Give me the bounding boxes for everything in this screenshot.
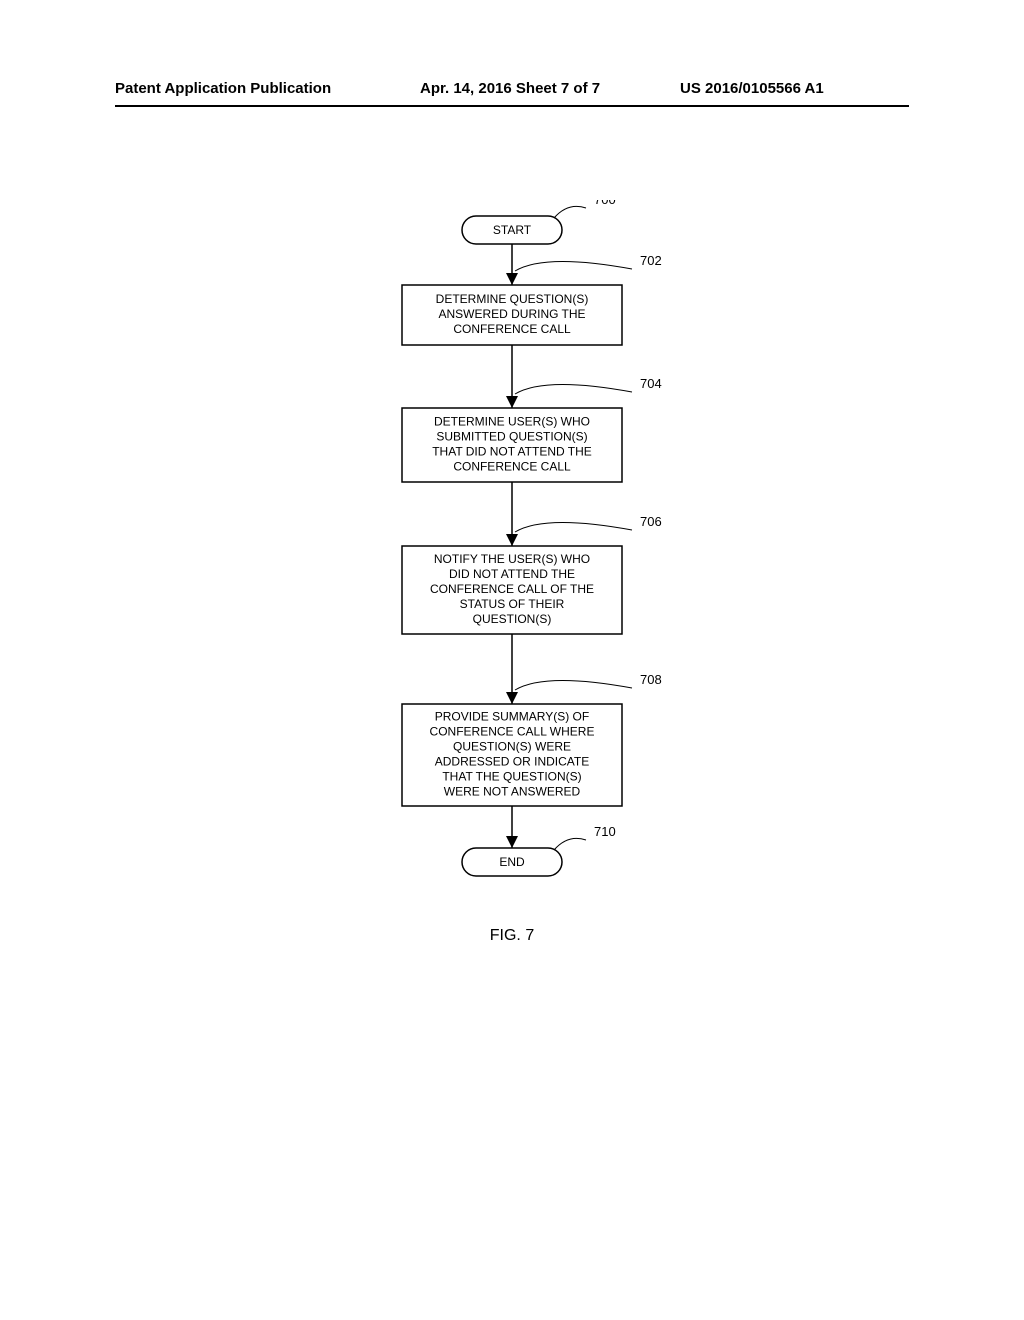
header-pub-number: US 2016/0105566 A1 <box>680 80 824 97</box>
ref-lead-line <box>515 384 632 394</box>
svg-text:ADDRESSED OR INDICATE: ADDRESSED OR INDICATE <box>435 755 589 769</box>
process-704: DETERMINE USER(S) WHOSUBMITTED QUESTION(… <box>402 408 622 482</box>
start-terminator: START <box>462 216 562 244</box>
svg-text:CONFERENCE CALL WHERE: CONFERENCE CALL WHERE <box>430 725 595 739</box>
process-708: PROVIDE SUMMARY(S) OFCONFERENCE CALL WHE… <box>402 704 622 806</box>
ref-lead-line <box>515 522 632 532</box>
ref-number-710: 710 <box>594 824 616 839</box>
svg-text:WERE NOT ANSWERED: WERE NOT ANSWERED <box>444 785 581 799</box>
flowchart-figure-7: START 700 DETERMINE QUESTION(S)ANSWERED DU… <box>0 200 1024 980</box>
end-terminator: END <box>462 848 562 876</box>
svg-text:QUESTION(S) WERE: QUESTION(S) WERE <box>453 740 571 754</box>
header-rule <box>115 105 909 107</box>
header-date-sheet: Apr. 14, 2016 Sheet 7 of 7 <box>420 80 600 97</box>
svg-text:THAT DID NOT ATTEND THE: THAT DID NOT ATTEND THE <box>432 445 592 459</box>
svg-text:CONFERENCE CALL: CONFERENCE CALL <box>453 322 571 336</box>
ref-number-702: 702 <box>640 253 662 268</box>
ref-number-708: 708 <box>640 672 662 687</box>
flowchart-svg: START 700 DETERMINE QUESTION(S)ANSWERED DU… <box>252 200 772 980</box>
ref-lead-line <box>515 680 632 690</box>
ref-lead-line <box>515 261 632 271</box>
header-publication: Patent Application Publication <box>115 80 331 97</box>
process-706: NOTIFY THE USER(S) WHODID NOT ATTEND THE… <box>402 546 622 634</box>
svg-text:DID NOT ATTEND THE: DID NOT ATTEND THE <box>449 567 575 581</box>
ref-number-704: 704 <box>640 376 662 391</box>
svg-text:CONFERENCE CALL OF THE: CONFERENCE CALL OF THE <box>430 582 594 596</box>
ref-number-700: 700 <box>594 200 616 207</box>
ref-number-706: 706 <box>640 514 662 529</box>
svg-text:QUESTION(S): QUESTION(S) <box>473 612 552 626</box>
ref-lead-line <box>554 206 586 218</box>
svg-text:CONFERENCE CALL: CONFERENCE CALL <box>453 460 571 474</box>
svg-text:THAT THE QUESTION(S): THAT THE QUESTION(S) <box>442 770 581 784</box>
svg-text:SUBMITTED QUESTION(S): SUBMITTED QUESTION(S) <box>436 430 587 444</box>
svg-text:NOTIFY THE USER(S) WHO: NOTIFY THE USER(S) WHO <box>434 552 590 566</box>
svg-text:END: END <box>499 855 525 869</box>
svg-text:DETERMINE QUESTION(S): DETERMINE QUESTION(S) <box>436 292 589 306</box>
svg-text:DETERMINE USER(S) WHO: DETERMINE USER(S) WHO <box>434 415 590 429</box>
ref-lead-line <box>554 838 586 850</box>
process-702: DETERMINE QUESTION(S)ANSWERED DURING THE… <box>402 285 622 345</box>
svg-text:STATUS OF THEIR: STATUS OF THEIR <box>460 597 565 611</box>
svg-text:START: START <box>493 223 532 237</box>
svg-text:ANSWERED DURING THE: ANSWERED DURING THE <box>438 307 585 321</box>
figure-label: FIG. 7 <box>490 927 535 944</box>
patent-page: Patent Application Publication Apr. 14, … <box>0 0 1024 1320</box>
svg-text:PROVIDE SUMMARY(S) OF: PROVIDE SUMMARY(S) OF <box>435 710 589 724</box>
